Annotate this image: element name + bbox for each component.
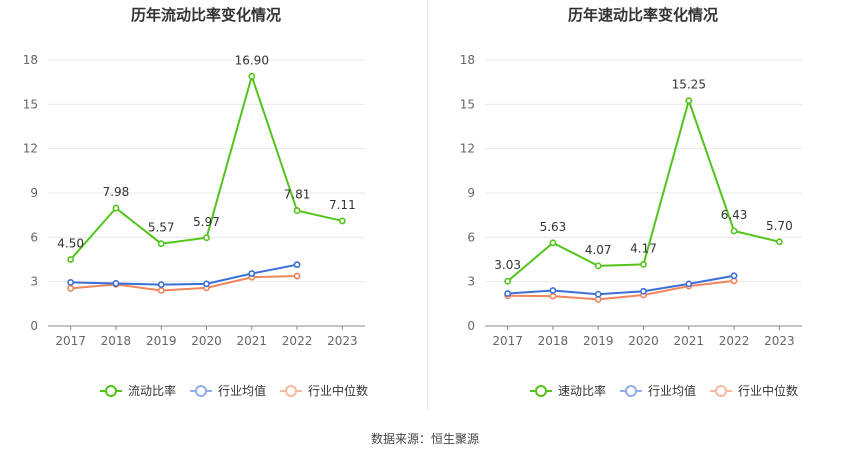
series-line-行业中位数 [70,275,298,292]
data-label: 3.03 [494,258,521,272]
x-tick-label: 2017 [492,334,523,348]
legend-label: 行业均值 [648,383,696,398]
y-tick-label: 9 [30,186,38,200]
data-point-行业均值 [157,281,165,289]
x-tick-label: 2022 [282,334,313,348]
data-point-流动比率 [338,217,346,225]
legend-marker [625,385,637,397]
data-label: 7.98 [103,185,130,199]
legend-label: 行业中位数 [738,383,798,398]
panel-divider [427,0,428,410]
data-point-速动比率 [640,260,647,268]
data-point-行业均值 [685,280,693,288]
data-label: 7.81 [284,188,311,202]
legend-marker [535,385,547,397]
legend-marker [285,385,297,397]
x-tick-label: 2019 [146,334,177,348]
data-point-流动比率 [157,240,165,248]
legend-label: 行业中位数 [308,383,368,398]
data-point-行业均值 [293,261,301,269]
data-point-速动比率 [504,277,512,285]
legend-label: 行业均值 [218,383,266,398]
data-point-行业中位数 [549,292,557,300]
data-point-行业中位数 [157,287,165,294]
x-tick-label: 2021 [674,334,705,348]
chart-title: 历年速动比率变化情况 [568,6,718,24]
data-label: 4.07 [585,243,612,257]
data-point-速动比率 [685,97,693,105]
data-point-行业均值 [112,280,120,287]
data-point-速动比率 [730,227,738,235]
legend-marker [715,385,727,397]
x-tick-label: 2019 [583,334,614,348]
legend-label: 流动比率 [128,383,176,398]
y-tick-label: 12 [23,142,38,156]
y-tick-label: 3 [30,275,38,289]
data-point-行业均值 [203,280,210,288]
series-line-流动比率 [69,72,343,261]
x-tick-label: 2018 [538,334,569,348]
data-point-流动比率 [112,204,120,212]
data-label: 6.43 [721,208,748,222]
x-tick-label: 2023 [327,334,358,348]
y-tick-label: 6 [467,230,475,244]
x-tick-label: 2021 [237,334,268,348]
y-tick-label: 18 [460,53,475,67]
y-tick-label: 18 [23,53,38,67]
data-point-行业均值 [504,290,512,297]
x-tick-label: 2017 [55,334,86,348]
series-line-行业均值 [70,263,298,286]
chart-quick-ratio: 历年速动比率变化情况 0 3 6 9 12 15 18 2017 2018 2019 2020 2021… [460,6,802,398]
data-point-行业均值 [730,272,738,280]
series-line-行业中位数 [507,279,735,301]
data-label: 5.57 [148,221,175,235]
data-point-行业均值 [549,287,557,294]
data-label: 4.17 [630,241,657,255]
y-tick-label: 15 [23,97,38,111]
data-point-流动比率 [67,256,75,263]
data-label: 4.50 [57,237,84,251]
data-point-行业均值 [248,270,256,277]
data-point-速动比率 [594,262,602,270]
chart-current-ratio: 历年流动比率变化情况 0 3 6 9 12 15 18 2017 2018 2019 2020 2021… [23,6,368,398]
data-point-行业中位数 [293,272,301,280]
data-point-行业均值 [67,279,75,286]
x-tick-label: 2018 [101,334,132,348]
y-tick-label: 6 [30,230,38,244]
legend-marker [195,385,207,397]
legend-marker [105,385,117,397]
legend-label: 速动比率 [558,383,606,398]
x-tick-label: 2020 [628,334,659,348]
x-tick-label: 2020 [191,334,222,348]
data-point-流动比率 [293,207,301,214]
series-line-行业均值 [507,274,735,296]
y-tick-label: 12 [460,142,475,156]
x-tick-label: 2022 [719,334,750,348]
chart-title: 历年流动比率变化情况 [131,6,281,24]
data-label: 15.25 [672,78,706,92]
data-point-行业均值 [594,290,602,298]
data-point-行业中位数 [67,284,75,292]
y-tick-label: 0 [467,319,475,333]
data-label: 5.63 [540,220,567,234]
data-point-速动比率 [549,239,557,247]
data-point-流动比率 [203,234,210,242]
data-point-速动比率 [775,238,783,246]
y-tick-label: 15 [460,97,475,111]
data-label: 5.70 [766,219,793,233]
data-label: 16.90 [235,53,269,67]
source-note: 数据来源：恒生聚源 [370,432,479,446]
data-label: 5.97 [193,215,220,229]
data-point-行业均值 [640,287,647,295]
y-tick-label: 3 [467,275,475,289]
data-point-流动比率 [248,72,256,80]
y-tick-label: 9 [467,186,475,200]
x-tick-label: 2023 [764,334,795,348]
data-label: 7.11 [329,198,356,212]
y-tick-label: 0 [30,319,38,333]
